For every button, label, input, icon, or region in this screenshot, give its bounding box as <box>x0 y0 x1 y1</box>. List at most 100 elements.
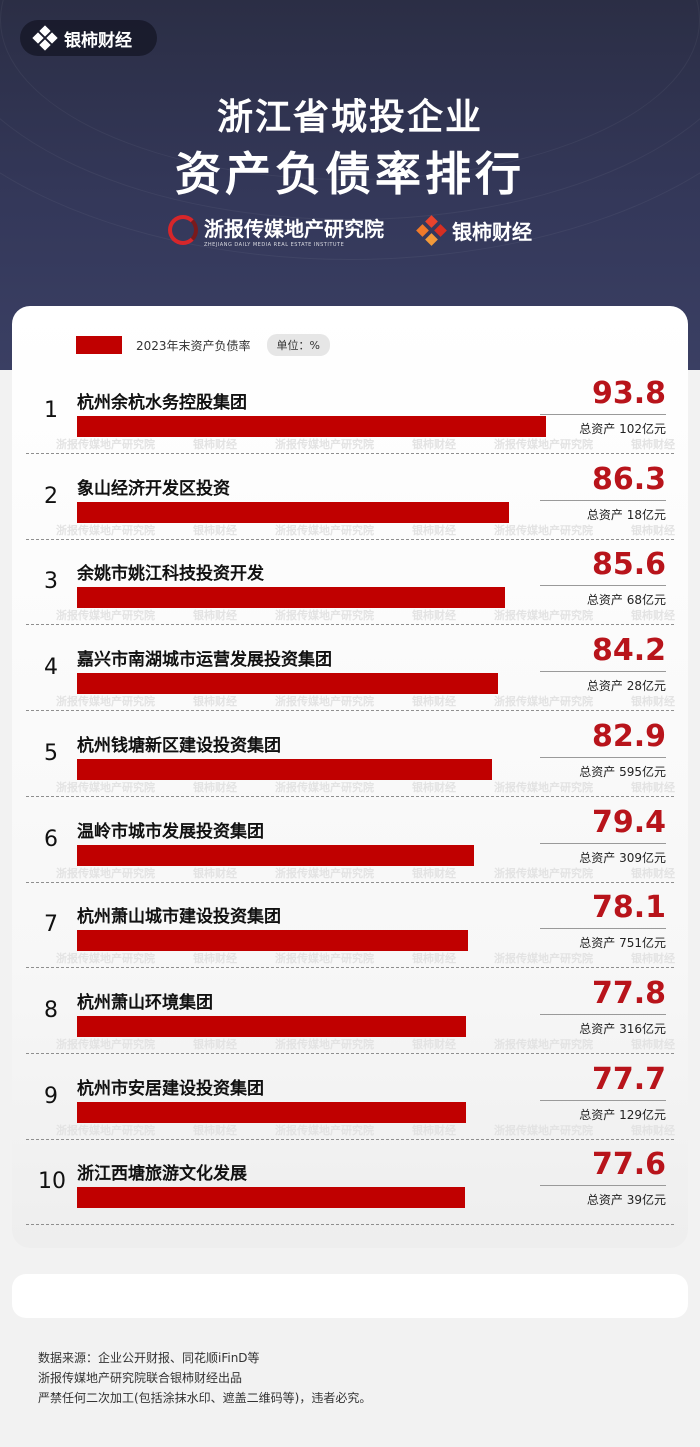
decor-arc <box>0 0 700 220</box>
org1-name: 浙报传媒地产研究院 <box>204 216 384 241</box>
footer-notes: 数据来源：企业公开财报、同花顺iFinD等 浙报传媒地产研究院联合银柿财经出品 … <box>38 1348 371 1408</box>
chart-row: 6 温岭市城市发展投资集团 79.4 总资产 309亿元 <box>12 797 688 883</box>
total-assets-label: 总资产 309亿元 <box>579 850 666 865</box>
value-underline <box>540 842 666 844</box>
value-label: 86.3 <box>591 461 666 497</box>
value-label: 77.7 <box>591 1061 666 1097</box>
row-divider <box>26 624 674 626</box>
row-divider <box>26 1224 674 1226</box>
bar <box>77 1015 466 1037</box>
chart-row: 8 杭州萧山环境集团 77.8 总资产 316亿元 <box>12 968 688 1054</box>
legend-swatch <box>76 336 122 354</box>
data-source-note: 数据来源：企业公开财报、同花顺iFinD等 <box>38 1351 260 1365</box>
legend-label: 2023年末资产负债率 <box>136 338 251 353</box>
chart-row: 3 余姚市姚江科技投资开发 85.6 总资产 68亿元 <box>12 539 688 626</box>
chart-card: 2023年末资产负债率 单位：% 浙报传媒地产研究院 银柿财经 浙报传媒地产研究院银… <box>12 306 688 1248</box>
total-assets-label: 总资产 28亿元 <box>586 679 666 694</box>
bar <box>77 1101 466 1123</box>
row-divider <box>26 967 674 969</box>
producer-note: 浙报传媒地产研究院联合银柿财经出品 <box>38 1371 243 1385</box>
category-label: 杭州萧山环境集团 <box>77 992 213 1013</box>
bar <box>77 587 505 609</box>
total-assets-label: 总资产 316亿元 <box>579 1021 666 1036</box>
yinshi-logo: 银柿财经 <box>416 215 532 246</box>
bar <box>77 758 492 780</box>
value-underline <box>540 1185 666 1187</box>
rank-label: 2 <box>44 483 58 509</box>
yinshi-logo-icon <box>416 215 447 246</box>
total-assets-label: 总资产 129亿元 <box>579 1107 666 1122</box>
bar <box>77 673 498 695</box>
row-divider <box>26 453 674 454</box>
decor-arc <box>0 0 700 260</box>
page-title-line1: 浙江省城投企业 <box>216 97 483 138</box>
rank-label: 9 <box>44 1083 58 1109</box>
total-assets-label: 总资产 595亿元 <box>579 764 666 779</box>
bar <box>77 930 468 952</box>
rank-label: 8 <box>44 997 58 1023</box>
category-label: 浙江西塘旅游文化发展 <box>77 1164 247 1185</box>
rank-label: 4 <box>44 655 58 681</box>
category-label: 杭州市安居建设投资集团 <box>77 1078 264 1099</box>
value-label: 84.2 <box>591 633 666 669</box>
value-underline <box>540 671 666 673</box>
rank-label: 1 <box>44 398 58 423</box>
row-divider <box>26 881 674 883</box>
value-underline <box>540 756 666 758</box>
value-underline <box>540 414 666 415</box>
row-divider <box>26 1052 674 1054</box>
total-assets-label: 总资产 18亿元 <box>586 507 666 522</box>
value-underline <box>540 499 666 501</box>
chart-row: 7 杭州萧山城市建设投资集团 78.1 总资产 751亿元 <box>12 882 688 969</box>
zhebao-circle-icon <box>168 215 198 245</box>
unit-badge: 单位：% <box>266 334 330 356</box>
org1-subtitle: ZHEJIANG DAILY MEDIA REAL ESTATE INSTITU… <box>204 241 345 248</box>
org2-name: 银柿财经 <box>452 219 532 244</box>
publisher-logos: 浙报传媒地产研究院 ZHEJIANG DAILY MEDIA REAL ESTA… <box>0 210 700 250</box>
row-divider <box>26 538 674 540</box>
blank-card <box>12 1274 688 1318</box>
yinshi-logo-icon <box>32 25 58 51</box>
category-label: 温岭市城市发展投资集团 <box>77 821 264 842</box>
chart-row: 4 嘉兴市南湖城市运营发展投资集团 84.2 总资产 28亿元 <box>12 625 688 712</box>
rank-label: 5 <box>44 740 58 766</box>
bar <box>77 1187 465 1209</box>
bar <box>77 501 509 523</box>
category-label: 杭州钱塘新区建设投资集团 <box>77 735 281 756</box>
page-title-line2: 资产负债率排行 <box>175 147 525 201</box>
brand-name: 银柿财经 <box>64 30 132 51</box>
value-label: 79.4 <box>591 804 666 840</box>
total-assets-label: 总资产 751亿元 <box>579 936 666 951</box>
category-label: 杭州余杭水务控股集团 <box>77 393 247 413</box>
chart-row: 10 浙江西塘旅游文化发展 77.6 总资产 39亿元 <box>12 1139 688 1226</box>
value-underline <box>540 928 666 930</box>
value-label: 85.6 <box>591 547 666 583</box>
category-label: 余姚市姚江科技投资开发 <box>77 564 264 585</box>
value-label: 77.8 <box>591 975 666 1011</box>
row-divider <box>26 710 674 712</box>
row-divider <box>26 1138 674 1140</box>
total-assets-label: 总资产 68亿元 <box>586 593 666 608</box>
chart-row: 1 杭州余杭水务控股集团 93.8 总资产 102亿元 <box>12 368 688 454</box>
bar <box>77 416 546 437</box>
total-assets-label: 总资产 39亿元 <box>586 1193 666 1208</box>
rank-label: 7 <box>44 912 58 938</box>
total-assets-label: 总资产 102亿元 <box>579 422 666 436</box>
zhebao-logo: 浙报传媒地产研究院 ZHEJIANG DAILY MEDIA REAL ESTA… <box>168 213 384 248</box>
chart-row: 9 杭州市安居建设投资集团 77.7 总资产 129亿元 <box>12 1054 688 1140</box>
category-label: 杭州萧山城市建设投资集团 <box>77 907 281 928</box>
category-label: 嘉兴市南湖城市运营发展投资集团 <box>77 650 332 671</box>
value-label: 77.6 <box>591 1147 666 1183</box>
value-underline <box>540 1099 666 1101</box>
chart-legend: 2023年末资产负债率 单位：% <box>76 334 330 356</box>
value-label: 93.8 <box>591 376 666 411</box>
bar <box>77 844 474 866</box>
brand-badge: 银柿财经 <box>20 20 157 56</box>
rank-label: 6 <box>44 826 58 852</box>
category-label: 象山经济开发区投资 <box>77 478 230 499</box>
chart-row: 2 象山经济开发区投资 86.3 总资产 18亿元 <box>12 454 688 540</box>
row-divider <box>26 795 674 797</box>
value-label: 82.9 <box>591 718 666 754</box>
chart-row: 5 杭州钱塘新区建设投资集团 82.9 总资产 595亿元 <box>12 711 688 797</box>
value-underline <box>540 1013 666 1015</box>
